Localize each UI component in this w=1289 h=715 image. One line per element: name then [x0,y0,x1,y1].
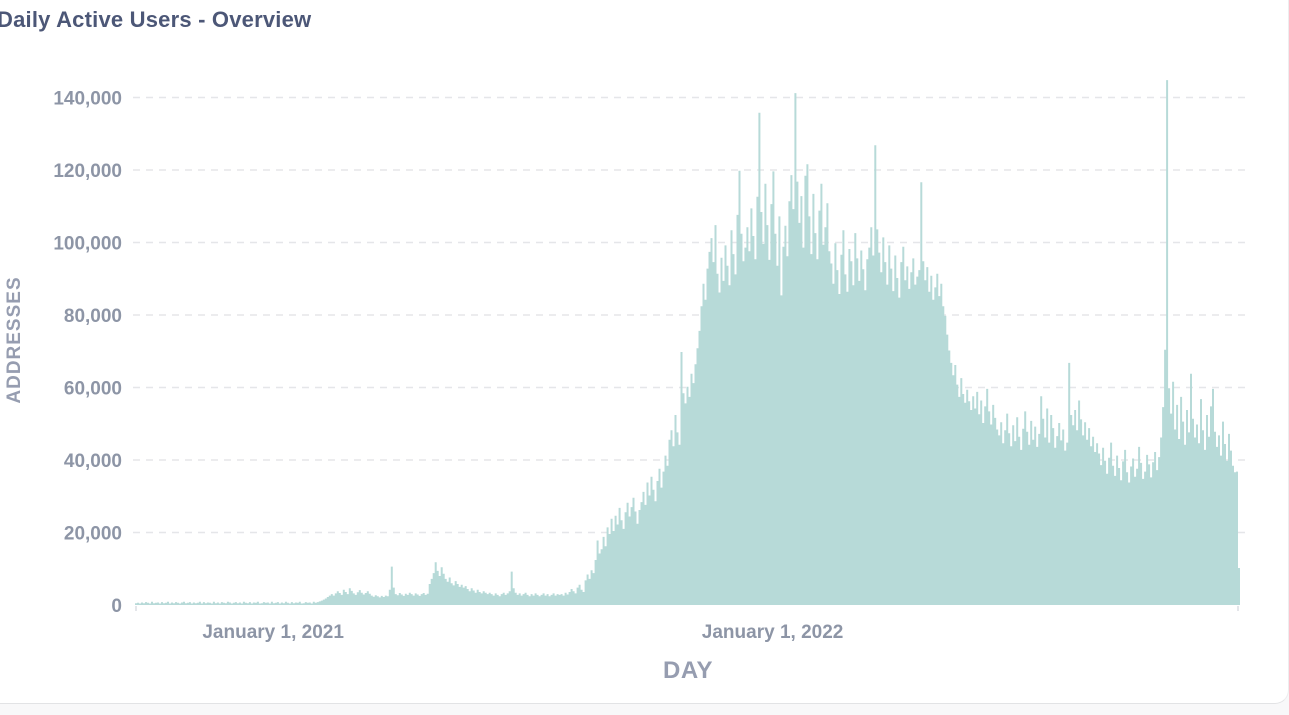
x-tick-label: January 1, 2022 [702,622,844,643]
area-series [135,80,1240,606]
y-tick-label: 60,000 [64,379,122,400]
y-tick-label: 80,000 [64,306,122,327]
x-tick-label: January 1, 2021 [202,622,344,643]
y-tick-label: 0 [111,596,122,617]
x-axis-title: DAY [663,657,713,684]
y-tick-label: 140,000 [53,89,122,110]
y-tick-label: 120,000 [53,161,122,182]
y-tick-label: 40,000 [64,451,122,472]
y-tick-label: 20,000 [64,524,122,545]
chart-title: Daily Active Users - Overview [0,7,312,32]
y-tick-label: 100,000 [53,234,122,255]
